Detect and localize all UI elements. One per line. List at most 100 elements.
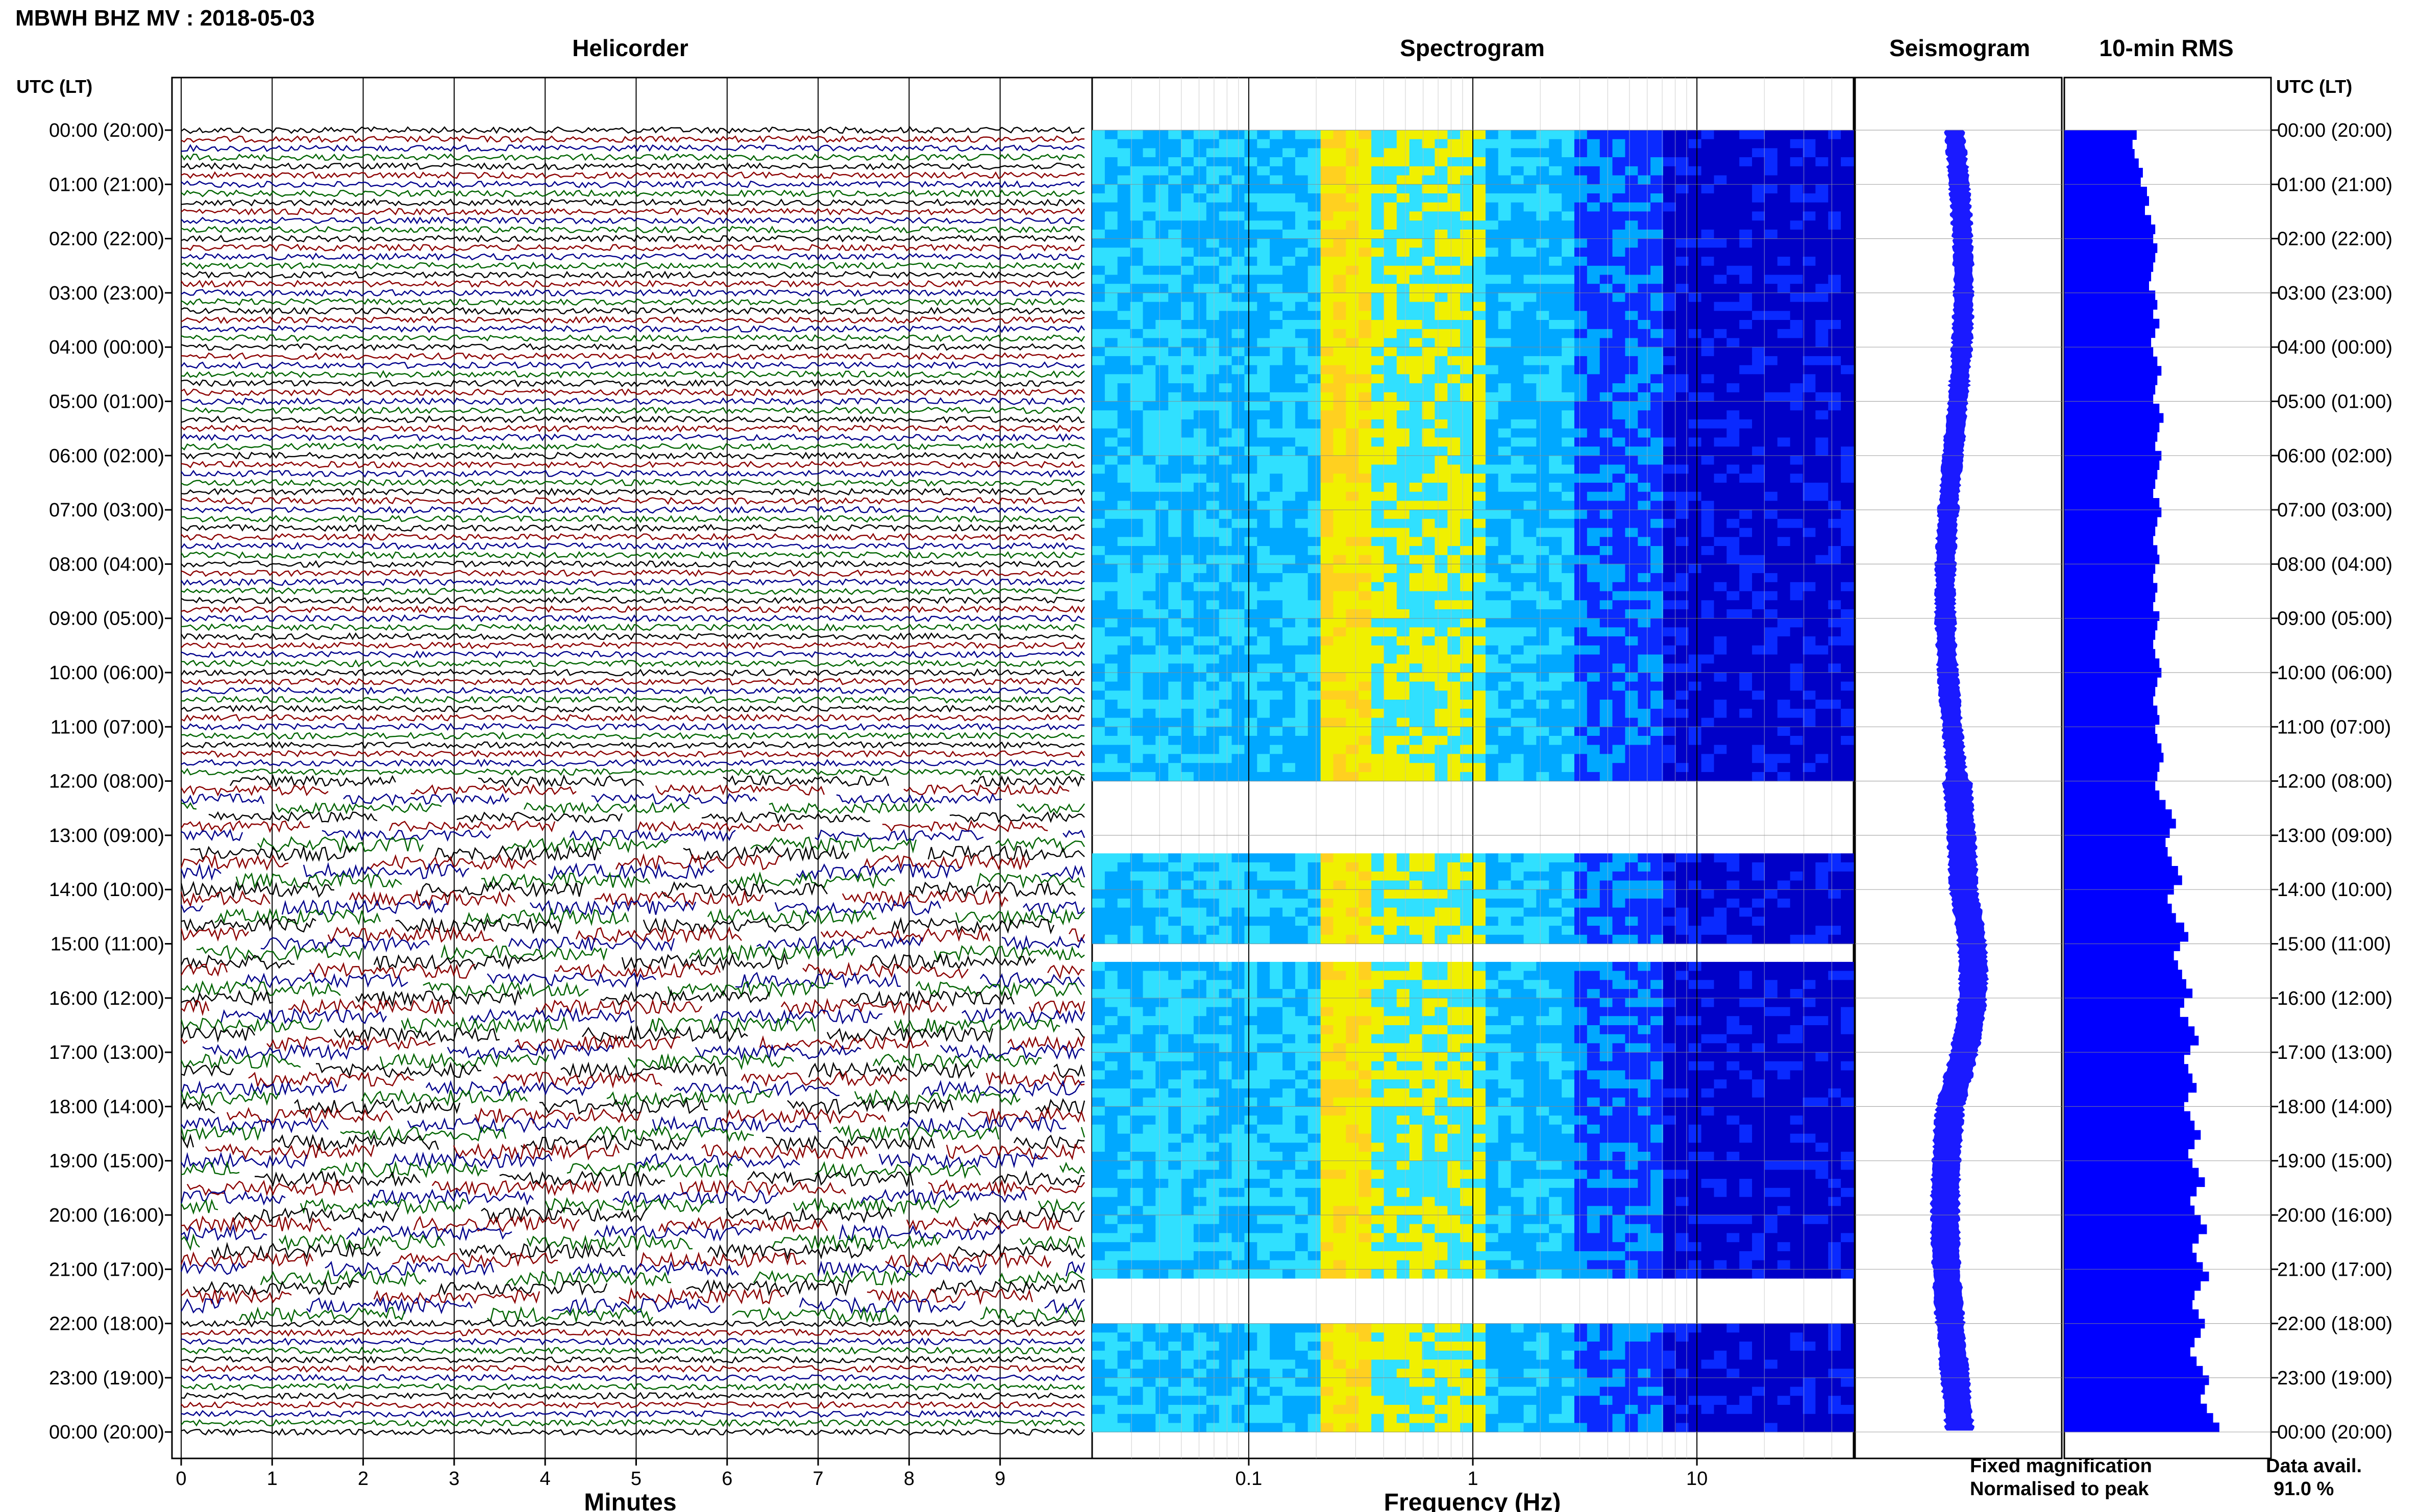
spectrogram-cell <box>1346 600 1359 610</box>
spectrogram-cell <box>1739 347 1752 357</box>
spectrogram-cell <box>1511 591 1524 601</box>
spectrogram-cell <box>1650 166 1664 176</box>
spectrogram-cell <box>1752 447 1765 456</box>
spectrogram-cell <box>1117 166 1131 176</box>
spectrogram-cell <box>1447 690 1461 700</box>
spectrogram-cell <box>1155 474 1169 483</box>
spectrogram-cell <box>1130 148 1144 158</box>
spectrogram-cell <box>1435 356 1448 366</box>
spectrogram-cell <box>1143 898 1156 908</box>
spectrogram-cell <box>1130 654 1144 664</box>
spectrogram-cell <box>1409 302 1423 311</box>
spectrogram-cell <box>1168 139 1181 148</box>
spectrogram-cell <box>1282 320 1296 330</box>
spectrogram-cell <box>1320 392 1334 402</box>
spectrogram-cell <box>1764 772 1778 782</box>
spectrogram-cell <box>1295 636 1309 646</box>
spectrogram-cell <box>1587 464 1600 474</box>
spectrogram-cell <box>1790 537 1804 547</box>
spectrogram-cell <box>1485 392 1499 402</box>
spectrogram-cell <box>1257 455 1270 465</box>
helicorder-trace <box>181 261 1085 270</box>
spectrogram-cell <box>1675 555 1689 564</box>
spectrogram-cell <box>1574 130 1588 140</box>
spectrogram-cell <box>1307 889 1321 899</box>
spectrogram-cell <box>1650 437 1664 447</box>
spectrogram-cell <box>1435 898 1448 908</box>
spectrogram-cell <box>1384 491 1397 501</box>
spectrogram-cell <box>1371 510 1385 519</box>
spectrogram-cell <box>1371 573 1385 583</box>
spectrogram-cell <box>1625 727 1638 736</box>
spectrogram-cell <box>1320 717 1334 727</box>
spectrogram-cell <box>1282 673 1296 682</box>
spectrogram-cell <box>1764 265 1778 276</box>
spectrogram-cell <box>1396 311 1410 320</box>
spectrogram-cell <box>1422 202 1435 212</box>
spectrogram-cell <box>1828 437 1841 447</box>
spectrogram-cell <box>1511 618 1524 628</box>
spectrogram-cell <box>1688 365 1702 375</box>
spectrogram-cell <box>1815 148 1829 158</box>
spectrogram-cell <box>1511 302 1524 311</box>
spectrogram-cell <box>1599 166 1613 176</box>
spectrogram-cell <box>1485 338 1499 348</box>
spectrogram-cell <box>1409 681 1423 691</box>
spectrogram-cell <box>1244 573 1257 583</box>
spectrogram-cell <box>1295 654 1309 664</box>
spectrogram-cell <box>1422 717 1435 727</box>
spectrogram-cell <box>1282 292 1296 303</box>
spectrogram-cell <box>1562 510 1575 519</box>
spectrogram-cell <box>1295 853 1309 863</box>
spectrogram-cell <box>1612 455 1625 465</box>
spectrogram-cell <box>1346 383 1359 393</box>
spectrogram-cell <box>1688 302 1702 311</box>
spectrogram-cell <box>1688 284 1702 293</box>
helicorder-trace <box>181 1419 1085 1427</box>
spectrogram-cell <box>1549 609 1562 619</box>
spectrogram-cell <box>1815 690 1829 700</box>
spectrogram-cell <box>1435 211 1448 221</box>
spectrogram-cell <box>1562 673 1575 682</box>
spectrogram-cell <box>1270 708 1283 718</box>
spectrogram-cell <box>1282 229 1296 239</box>
spectrogram-cell <box>1143 247 1156 257</box>
spectrogram-cell <box>1307 320 1321 330</box>
spectrogram-cell <box>1435 428 1448 438</box>
spectrogram-cell <box>1549 365 1562 375</box>
spectrogram-cell <box>1168 383 1181 393</box>
helicorder-trace <box>181 379 1085 388</box>
spectrogram-cell <box>1333 419 1346 429</box>
spectrogram-cell <box>1726 537 1740 547</box>
spectrogram-cell <box>1650 383 1664 393</box>
spectrogram-cell <box>1777 428 1791 438</box>
spectrogram-cell <box>1181 537 1194 547</box>
spectrogram-cell <box>1307 645 1321 655</box>
spectrogram-cell <box>1104 926 1118 935</box>
spectrogram-cell <box>1701 690 1715 700</box>
helicorder-trace <box>181 916 1055 935</box>
spectrogram-cell <box>1447 202 1461 212</box>
spectrogram-cell <box>1409 727 1423 736</box>
spectrogram-cell <box>1498 455 1512 465</box>
spectrogram-cell <box>1282 537 1296 547</box>
spectrogram-cell <box>1117 311 1131 320</box>
spectrogram-cell <box>1726 302 1740 311</box>
spectrogram-cell <box>1498 772 1512 782</box>
spectrogram-cell <box>1650 681 1664 691</box>
spectrogram-cell <box>1193 247 1207 257</box>
spectrogram-cell <box>1726 401 1740 411</box>
spectrogram-cell <box>1422 862 1435 872</box>
spectrogram-cell <box>1359 184 1372 194</box>
spectrogram-cell <box>1612 636 1625 646</box>
spectrogram-cell <box>1359 708 1372 718</box>
spectrogram-cell <box>1803 311 1816 320</box>
spectrogram-cell <box>1650 193 1664 203</box>
spectrogram-cell <box>1473 654 1486 664</box>
spectrogram-cell <box>1320 627 1334 637</box>
spectrogram-cell <box>1815 184 1829 194</box>
spectrogram-cell <box>1333 474 1346 483</box>
spectrogram-cell <box>1764 627 1778 637</box>
spectrogram-cell <box>1625 130 1638 140</box>
spectrogram-cell <box>1587 130 1600 140</box>
